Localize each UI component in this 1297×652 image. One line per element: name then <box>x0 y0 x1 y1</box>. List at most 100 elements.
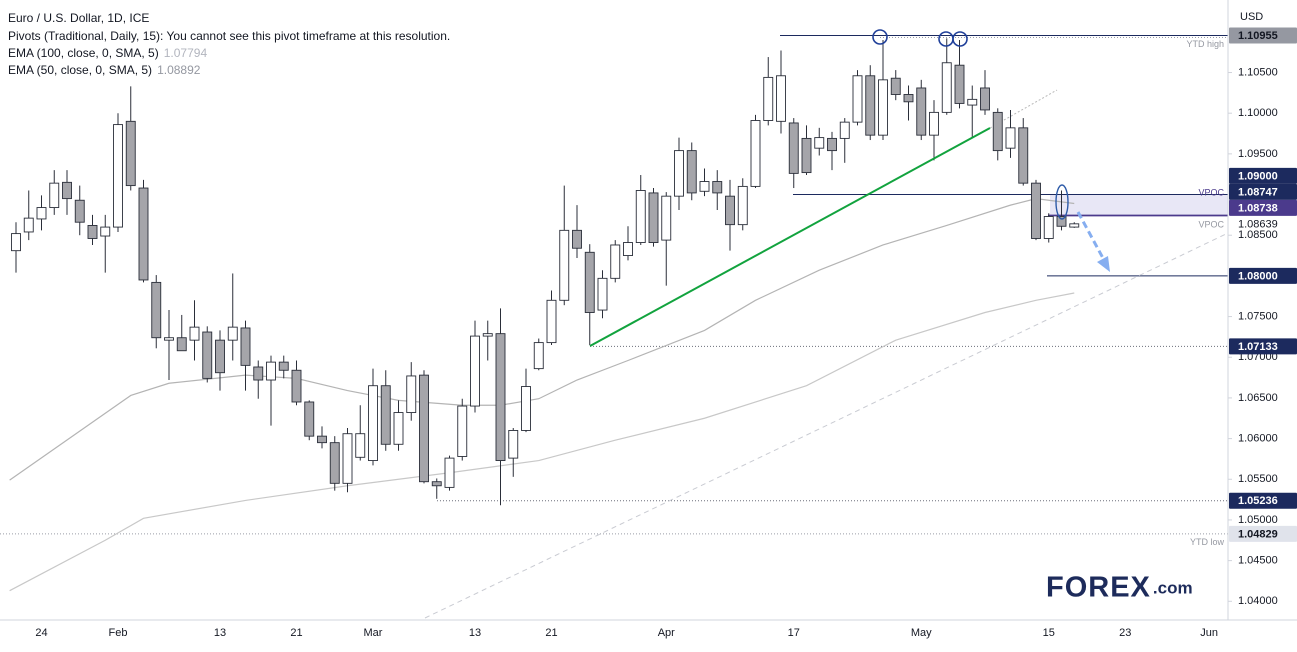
y-tick-label: 1.06000 <box>1238 432 1278 444</box>
y-tick-label: 1.06500 <box>1238 392 1278 404</box>
level-note: YTD low <box>1190 537 1225 547</box>
x-tick-label: Apr <box>658 627 675 639</box>
candle-body <box>419 374 429 483</box>
candle-body <box>890 77 901 95</box>
dashed-trendline <box>424 232 1228 619</box>
candle-body <box>903 94 914 103</box>
price-label: 1.04829 <box>1238 528 1278 540</box>
candle-body <box>470 335 480 407</box>
candle-body <box>74 199 85 223</box>
price-label: 1.08747 <box>1238 186 1278 198</box>
candle-body <box>521 386 531 431</box>
price-label-box <box>1229 199 1297 216</box>
annotations <box>589 29 1110 347</box>
candle-body <box>495 333 506 462</box>
candle-body <box>546 299 557 344</box>
candle-body <box>597 277 608 311</box>
candle-body <box>215 339 225 374</box>
candle-body <box>623 242 633 257</box>
candle-body <box>725 195 735 226</box>
candle-body <box>661 195 672 241</box>
logo: FOREX .com <box>1046 572 1193 604</box>
price-label: 1.09000 <box>1238 170 1278 182</box>
candle-body <box>253 366 264 381</box>
candle-body <box>151 281 162 339</box>
y-axis-label: USD <box>1240 11 1263 23</box>
candle-body <box>23 217 34 233</box>
support-trendline <box>589 127 991 347</box>
candle-body <box>750 120 761 187</box>
candle-body <box>992 111 1003 152</box>
candle-body <box>737 185 748 226</box>
x-tick-label: Jun <box>1200 627 1218 639</box>
y-tick-label: 1.09500 <box>1238 148 1278 160</box>
level-note: VPOC <box>1198 219 1224 229</box>
candle-body <box>533 342 544 370</box>
y-tick-label: 1.10000 <box>1238 107 1278 119</box>
y-tick-label: 1.04500 <box>1238 555 1278 567</box>
candle-body <box>1005 127 1016 149</box>
candle-body <box>610 244 621 279</box>
high-circle <box>952 31 968 47</box>
candle-body <box>967 98 978 106</box>
candle-body <box>980 87 990 111</box>
candle-body <box>801 137 812 174</box>
price-label: 1.07133 <box>1238 341 1278 353</box>
x-tick-label: 15 <box>1043 627 1055 639</box>
candle-body <box>916 87 927 136</box>
candle-body <box>393 412 404 445</box>
candle-body <box>814 137 825 149</box>
brand: FOREX <box>1046 572 1151 604</box>
candle-body <box>342 433 353 484</box>
candle-body <box>11 233 21 252</box>
candle-body <box>572 229 582 249</box>
legend-entry: EMA (100, close, 0, SMA, 5) <box>8 46 159 60</box>
x-tick-label: 17 <box>788 627 800 639</box>
candle-body <box>113 124 123 228</box>
price-label: 1.08639 <box>1238 218 1278 230</box>
x-tick-label: 13 <box>469 627 481 639</box>
candle-body <box>635 190 646 243</box>
candle-body <box>380 385 391 445</box>
projection-arrow <box>1076 211 1106 261</box>
candle-body <box>929 111 939 136</box>
price-label-box <box>1229 27 1297 44</box>
vpoc-band <box>1050 194 1228 216</box>
y-tick-label: 1.04000 <box>1238 595 1278 607</box>
price-label: 1.10955 <box>1238 30 1278 42</box>
y-tick-label: 1.10500 <box>1238 66 1278 78</box>
x-tick-label: 23 <box>1119 627 1131 639</box>
candle-body <box>1031 182 1041 239</box>
price-label-box <box>1229 167 1297 184</box>
x-tick-label: 21 <box>545 627 557 639</box>
x-tick-label: 24 <box>35 627 47 639</box>
y-tick-label: 1.07500 <box>1238 310 1278 322</box>
candle-body <box>878 79 888 136</box>
ema-line <box>9 292 1075 592</box>
x-tick-label: 21 <box>290 627 302 639</box>
highlight-ellipse <box>1055 184 1069 220</box>
candle-body <box>788 122 799 174</box>
candle-body <box>1069 223 1080 228</box>
candle-body <box>202 331 213 379</box>
candle-body <box>355 433 366 458</box>
candle-body <box>1018 127 1029 184</box>
candle-body <box>763 76 774 121</box>
candle-body <box>954 64 965 104</box>
candle-body <box>227 326 238 341</box>
candle-body <box>648 192 659 243</box>
candle-body <box>36 207 47 220</box>
y-tick-label: 1.05500 <box>1238 473 1278 485</box>
brand-suffix: .com <box>1153 578 1193 597</box>
candle-body <box>176 337 187 352</box>
legend-value: 1.07794 <box>164 46 208 60</box>
candle-body <box>1043 216 1054 239</box>
candles <box>11 38 1080 506</box>
candle-body <box>406 375 417 414</box>
candle-body <box>839 121 850 139</box>
candle-body <box>457 405 468 457</box>
